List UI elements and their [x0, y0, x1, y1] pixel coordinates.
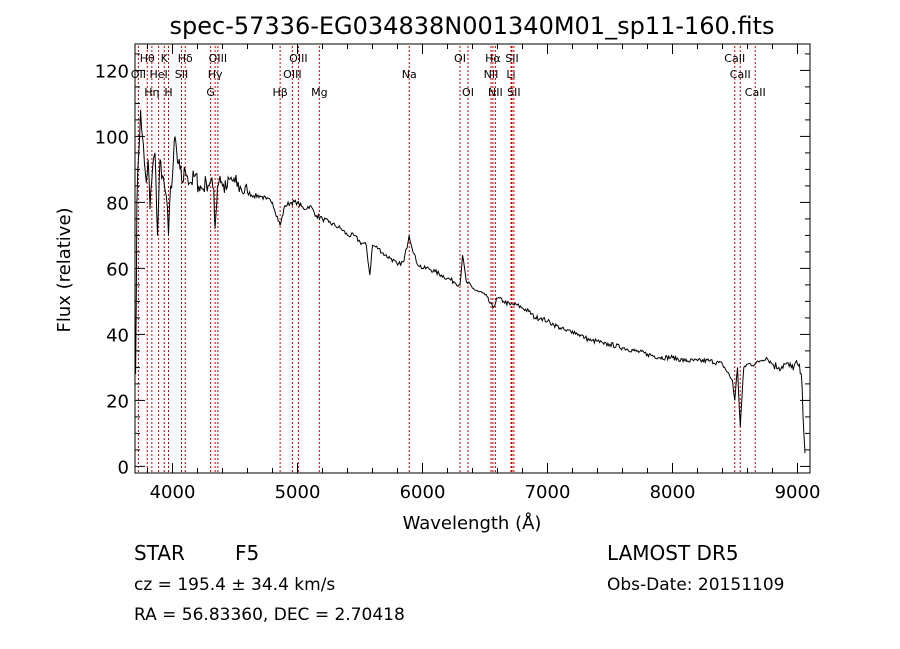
line-marker-label: OIII — [283, 68, 301, 81]
coordinates: RA = 56.83360, DEC = 2.70418 — [134, 605, 405, 625]
line-marker-label: Hγ — [208, 68, 223, 81]
line-marker-label: Na — [402, 68, 417, 81]
survey-name: LAMOST DR5 — [607, 541, 739, 565]
x-tick-label: 5000 — [275, 482, 321, 503]
line-marker-label: CaII — [745, 86, 766, 99]
x-axis: 4000 5000 6000 7000 8000 9000 — [147, 44, 821, 503]
line-marker-label: Hα — [485, 52, 501, 65]
line-marker-label: OI — [454, 52, 466, 65]
line-marker-label: H — [164, 86, 172, 99]
x-tick-label: 4000 — [150, 482, 196, 503]
line-marker-label: HeI — [149, 68, 167, 81]
y-tick-label: 60 — [106, 259, 129, 280]
x-axis-label: Wavelength (Å) — [403, 512, 542, 534]
line-marker-label: Hθ — [140, 52, 155, 65]
line-marker-label: SII — [507, 86, 520, 99]
y-axis: 0 20 40 60 80 100 120 — [95, 53, 810, 478]
line-marker-label: Hη — [144, 86, 159, 99]
x-tick-label: 6000 — [400, 482, 446, 503]
x-tick-label: 8000 — [650, 482, 696, 503]
line-marker-label: NII — [484, 68, 499, 81]
y-axis-label: Flux (relative) — [54, 207, 75, 332]
line-marker-label: OI — [462, 86, 474, 99]
spectrum-line — [135, 109, 806, 454]
y-tick-label: 120 — [95, 61, 129, 82]
line-marker-label: K — [161, 52, 169, 65]
x-tick-label: 9000 — [775, 482, 821, 503]
x-tick-label: 7000 — [525, 482, 571, 503]
object-class: STAR — [134, 541, 185, 565]
object-subclass: F5 — [235, 541, 259, 565]
plot-frame — [134, 43, 811, 474]
y-tick-label: 0 — [118, 457, 129, 478]
line-marker-label: Hβ — [272, 86, 287, 99]
line-marker-label: Hδ — [178, 52, 193, 65]
line-markers — [137, 46, 756, 473]
line-marker-label: SII — [175, 68, 188, 81]
line-marker-label: G — [206, 86, 215, 99]
line-marker-label: CaII — [730, 68, 751, 81]
line-marker-label: Li — [506, 68, 515, 81]
y-tick-label: 20 — [106, 391, 129, 412]
obs-date: Obs-Date: 20151109 — [607, 575, 784, 595]
line-marker-label: OIII — [289, 52, 307, 65]
y-tick-label: 40 — [106, 325, 129, 346]
chart-title: spec-57336-EG034838N001340M01_sp11-160.f… — [170, 12, 775, 40]
line-marker-label: NII — [488, 86, 503, 99]
line-marker-label: CaII — [724, 52, 745, 65]
redshift-text: cz = 195.4 ± 34.4 km/s — [134, 575, 335, 595]
line-marker-label: OIII — [209, 52, 227, 65]
line-marker-label: Mg — [311, 86, 327, 99]
line-marker-label: SII — [505, 52, 518, 65]
y-tick-label: 80 — [106, 193, 129, 214]
y-tick-label: 100 — [95, 127, 129, 148]
